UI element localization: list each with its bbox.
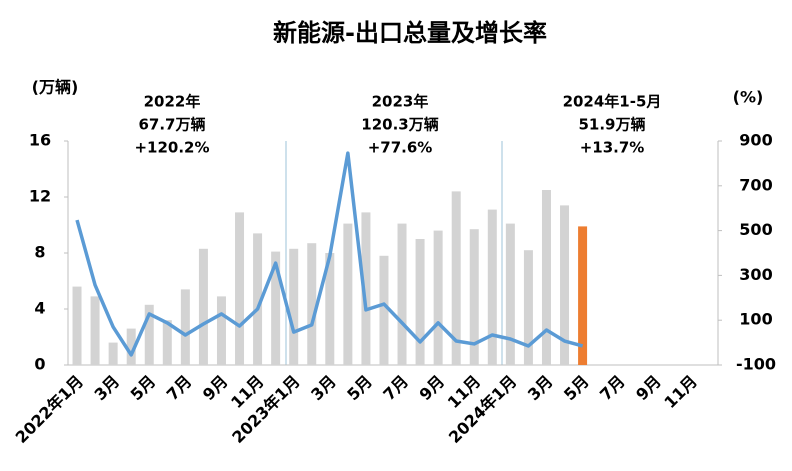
y2-tick-label: 700	[739, 175, 772, 194]
x-tick-label: 3月	[524, 372, 557, 405]
annotation: +120.2%	[134, 139, 209, 157]
bar	[505, 223, 515, 365]
bar	[162, 320, 172, 365]
y-tick-label: 12	[29, 187, 51, 206]
bar	[307, 243, 317, 365]
bar	[433, 230, 443, 365]
bar	[397, 223, 407, 365]
bar	[343, 223, 353, 365]
y-tick-label: 8	[34, 243, 45, 262]
line	[75, 151, 584, 357]
x-tick-label: 3月	[91, 372, 124, 405]
y-axis-label: (万辆)	[32, 78, 79, 97]
x-tick-label: 5月	[560, 372, 593, 405]
bar	[469, 229, 479, 365]
y2-axis-label: (%)	[733, 88, 764, 107]
bar	[560, 205, 570, 365]
annotation: 2024年1-5月	[563, 93, 662, 111]
bar	[487, 209, 497, 365]
chart-title: 新能源-出口总量及增长率	[273, 19, 547, 47]
bar	[90, 296, 100, 365]
x-tick-label: 3月	[307, 372, 340, 405]
bar	[451, 191, 461, 365]
bar	[541, 190, 551, 365]
bar	[144, 304, 154, 365]
annotation: 67.7万辆	[138, 116, 205, 134]
annotation: 2022年	[144, 93, 201, 111]
y2-tick-label: 100	[739, 310, 772, 329]
bar	[253, 233, 263, 365]
bar	[216, 296, 226, 365]
x-tick-label: 11月	[660, 372, 701, 413]
x-tick-label: 7月	[163, 372, 196, 405]
bar	[72, 286, 82, 365]
x-tick-label: 2022年1月	[12, 372, 87, 447]
bar	[108, 342, 118, 365]
annotation: 120.3万辆	[361, 116, 438, 134]
y2-tick-label: 300	[739, 265, 772, 284]
annotation: +77.6%	[368, 139, 433, 157]
annotation: 2023年	[372, 93, 429, 111]
y-tick-label: 4	[34, 299, 45, 318]
bar	[415, 239, 425, 365]
x-tick-label: 5月	[343, 372, 376, 405]
y-tick-label: 16	[29, 131, 51, 150]
bar	[325, 253, 335, 365]
x-tick-label: 7月	[596, 372, 629, 405]
y2-tick-label: -100	[736, 355, 776, 374]
bar	[361, 212, 371, 365]
y-tick-label: 0	[34, 355, 45, 374]
annotation: +13.7%	[580, 139, 645, 157]
x-tick-label: 5月	[127, 372, 160, 405]
bar	[198, 248, 208, 365]
annotation: 51.9万辆	[578, 116, 645, 134]
x-tick-label: 7月	[379, 372, 412, 405]
bar	[289, 248, 299, 365]
y2-tick-label: 500	[739, 220, 772, 239]
bar	[235, 212, 245, 365]
bar	[271, 251, 281, 365]
y2-tick-label: 900	[739, 131, 772, 150]
bar	[180, 289, 190, 365]
bar	[523, 250, 533, 365]
bar	[578, 226, 588, 365]
bar	[126, 328, 136, 365]
bar	[379, 255, 389, 365]
